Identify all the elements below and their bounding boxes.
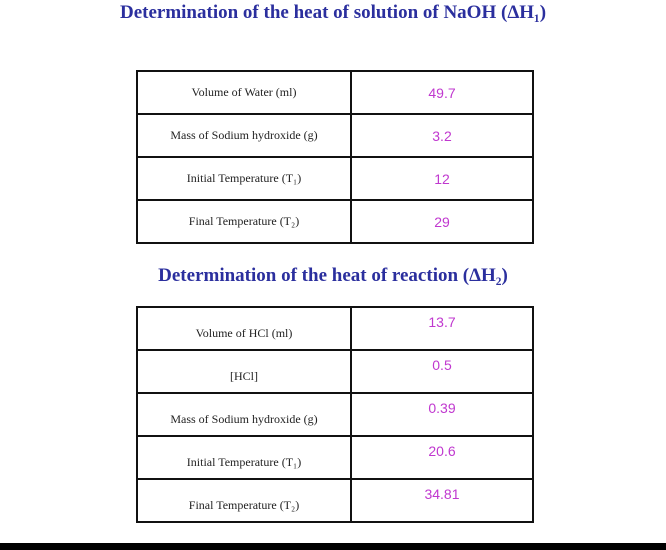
row-value: 34.81 [350, 478, 534, 523]
table-row: Final Temperature (T₂) 29 [136, 199, 534, 244]
row-label: Mass of Sodium hydroxide (g) [136, 392, 352, 437]
data-table: Volume of Water (ml) 49.7 Mass of Sodium h… [136, 70, 534, 244]
row-label: Initial Temperature (T₁) [136, 156, 352, 201]
row-label: Final Temperature (T₂) [136, 199, 352, 244]
row-label: Final Temperature (T₂) [136, 478, 352, 523]
row-value: 0.39 [350, 392, 534, 437]
bottom-bar [0, 543, 666, 550]
table-row: Initial Temperature (T₁) 12 [136, 156, 534, 201]
section-title: Determination of the heat of solution of… [119, 2, 547, 23]
row-label: Mass of Sodium hydroxide (g) [136, 113, 352, 158]
table-row: Volume of HCl (ml) 13.7 [136, 306, 534, 351]
row-label: Volume of HCl (ml) [136, 306, 352, 351]
table-row: Initial Temperature (T₁) 20.6 [136, 435, 534, 480]
row-value: 12 [350, 156, 534, 201]
table-row: Volume of Water (ml) 49.7 [136, 70, 534, 115]
row-label: Initial Temperature (T₁) [136, 435, 352, 480]
section-title: Determination of the heat of reaction (Δ… [158, 265, 508, 286]
row-label: [HCl] [136, 349, 352, 394]
table-row: Mass of Sodium hydroxide (g) 3.2 [136, 113, 534, 158]
row-value: 13.7 [350, 306, 534, 351]
row-value: 3.2 [350, 113, 534, 158]
table-row: [HCl] 0.5 [136, 349, 534, 394]
row-value: 20.6 [350, 435, 534, 480]
table-row: Mass of Sodium hydroxide (g) 0.39 [136, 392, 534, 437]
row-value: 49.7 [350, 70, 534, 115]
table-row: Final Temperature (T₂) 34.81 [136, 478, 534, 523]
row-value: 0.5 [350, 349, 534, 394]
row-value: 29 [350, 199, 534, 244]
row-label: Volume of Water (ml) [136, 70, 352, 115]
data-table: Volume of HCl (ml) 13.7 [HCl] 0.5 Mass of So… [136, 306, 534, 523]
